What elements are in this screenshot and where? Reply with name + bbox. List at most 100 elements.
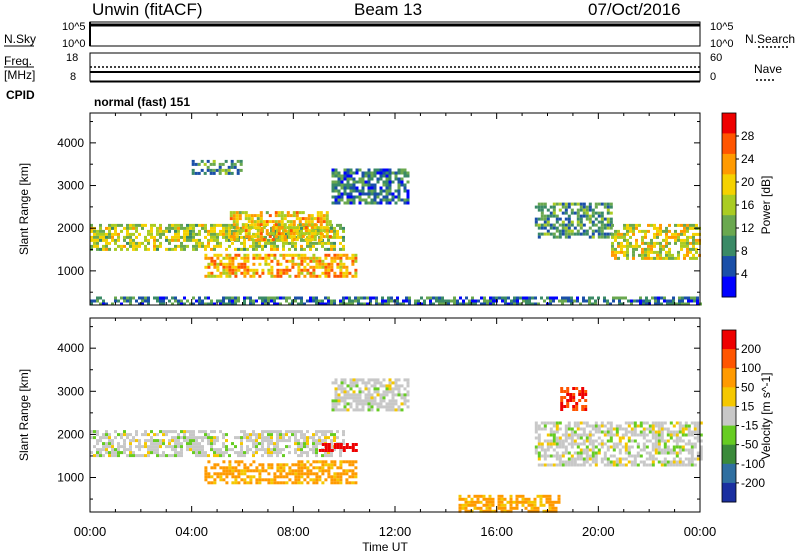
echo-cell: [162, 302, 165, 306]
echo-cell: [225, 481, 229, 485]
echo-cell: [297, 481, 301, 485]
echo-cell: [288, 445, 291, 449]
echo-cell: [315, 433, 318, 437]
echo-cell: [120, 223, 123, 227]
echo-cell: [282, 253, 286, 257]
echo-cell: [687, 463, 691, 467]
echo-cell: [686, 247, 689, 251]
echo-cell: [348, 463, 352, 467]
echo-cell: [342, 460, 346, 464]
echo-cell: [366, 302, 369, 306]
echo-cell: [225, 274, 229, 278]
echo-cell: [222, 299, 225, 303]
echo-cell: [99, 436, 102, 440]
echo-cell: [322, 217, 326, 221]
echo-cell: [321, 454, 324, 458]
echo-cell: [327, 241, 330, 245]
echo-cell: [543, 223, 547, 227]
echo-cell: [270, 478, 274, 482]
echo-cell: [228, 253, 232, 257]
echo-cell: [579, 457, 583, 461]
echo-cell: [207, 241, 210, 245]
echo-cell: [606, 445, 610, 449]
echo-cell: [441, 302, 444, 306]
echo-cell: [373, 192, 377, 196]
echo-cell: [501, 299, 504, 303]
echo-cell: [334, 171, 338, 175]
echo-cell: [513, 296, 516, 300]
echo-cell: [681, 430, 685, 434]
echo-cell: [292, 220, 296, 224]
echo-cell: [627, 454, 631, 458]
echo-cell: [340, 399, 344, 403]
echo-cell: [669, 421, 673, 425]
echo-cell: [321, 466, 325, 470]
echo-cell: [271, 220, 275, 224]
echo-cell: [603, 235, 607, 239]
echo-cell: [90, 451, 93, 455]
echo-cell: [304, 223, 308, 227]
echo-cell: [382, 168, 386, 172]
echo-cell: [468, 299, 471, 303]
echo-cell: [236, 168, 240, 172]
echo-cell: [312, 433, 315, 437]
echo-cell: [177, 226, 180, 230]
echo-cell: [567, 421, 571, 425]
echo-cell: [240, 451, 243, 455]
echo-cell: [570, 430, 574, 434]
echo-cell: [237, 472, 241, 476]
echo-cell: [327, 296, 330, 300]
echo-cell: [543, 202, 547, 206]
echo-cell: [656, 253, 659, 257]
echo-cell: [540, 445, 544, 449]
echo-cell: [114, 296, 117, 300]
echo-cell: [355, 195, 359, 199]
echo-cell: [324, 460, 328, 464]
echo-cell: [240, 454, 243, 458]
echo-cell: [695, 247, 698, 251]
echo-cell: [429, 299, 432, 303]
echo-cell: [665, 244, 668, 248]
echo-cell: [581, 393, 585, 396]
echo-cell: [621, 445, 625, 449]
echo-cell: [633, 433, 637, 437]
echo-cell: [581, 405, 585, 408]
echo-cell: [621, 433, 625, 437]
echo-cell: [334, 168, 338, 172]
echo-cell: [678, 427, 682, 431]
echo-cell: [232, 238, 236, 242]
echo-cell: [397, 171, 401, 175]
echo-cell: [555, 442, 559, 446]
echo-cell: [536, 506, 540, 510]
echo-cell: [343, 408, 347, 412]
echo-cell: [626, 256, 629, 260]
echo-cell: [576, 436, 580, 440]
echo-cell: [367, 171, 371, 175]
echo-cell: [483, 302, 486, 306]
echo-cell: [606, 235, 610, 239]
echo-cell: [189, 448, 192, 452]
echo-cell: [423, 299, 426, 303]
echo-cell: [252, 445, 255, 449]
echo-cell: [351, 299, 354, 303]
echo-cell: [660, 421, 664, 425]
echo-cell: [297, 445, 300, 449]
echo-cell: [600, 217, 604, 221]
echo-cell: [213, 226, 216, 230]
echo-cell: [168, 241, 171, 245]
echo-cell: [567, 442, 571, 446]
echo-cell: [672, 451, 676, 455]
echo-cell: [618, 424, 622, 428]
echo-cell: [348, 481, 352, 485]
echo-cell: [306, 235, 309, 239]
echo-cell: [195, 238, 198, 242]
echo-cell: [330, 259, 334, 263]
echo-cell: [376, 195, 380, 199]
echo-cell: [585, 214, 589, 218]
echo-cell: [600, 424, 604, 428]
panel-power-marks: [90, 159, 702, 306]
echo-cell: [558, 217, 562, 221]
echo-cell: [114, 238, 117, 242]
echo-cell: [543, 421, 547, 425]
echo-cell: [594, 427, 598, 431]
